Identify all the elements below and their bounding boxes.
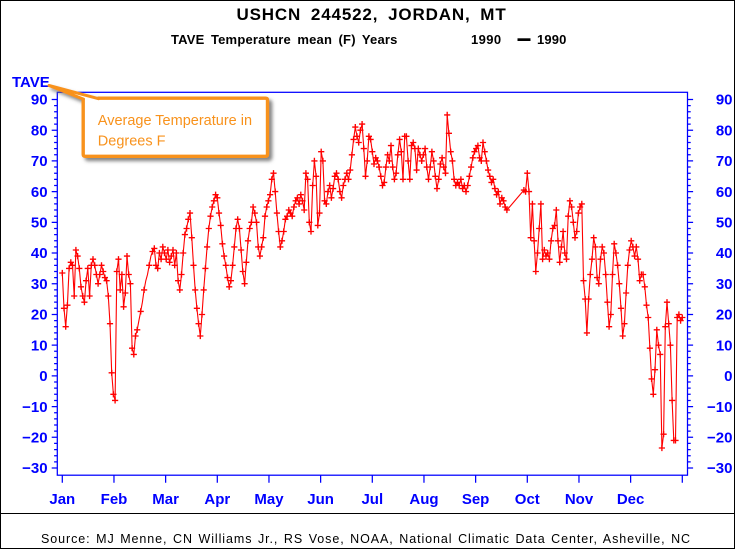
svg-text:Mar: Mar (152, 491, 179, 508)
svg-text:30: 30 (716, 276, 733, 293)
svg-text:40: 40 (716, 245, 733, 262)
svg-text:80: 80 (716, 122, 733, 139)
svg-text:Aug: Aug (409, 491, 438, 508)
svg-text:Jun: Jun (307, 491, 334, 508)
svg-text:1990: 1990 (471, 32, 502, 47)
svg-text:−30: −30 (22, 460, 47, 477)
svg-text:Jul: Jul (361, 491, 383, 508)
svg-text:1990: 1990 (537, 32, 567, 47)
svg-text:50: 50 (31, 215, 48, 232)
svg-text:90: 90 (716, 92, 733, 109)
svg-text:Dec: Dec (617, 491, 645, 508)
svg-text:USHCN 244522, JORDAN, MT: USHCN 244522, JORDAN, MT (236, 5, 506, 24)
svg-text:70: 70 (31, 153, 48, 170)
svg-text:Average Temperature in: Average Temperature in (98, 113, 252, 129)
svg-text:−30: −30 (707, 460, 732, 477)
svg-text:40: 40 (31, 245, 48, 262)
svg-text:Feb: Feb (101, 491, 128, 508)
svg-text:30: 30 (31, 276, 48, 293)
svg-text:Sep: Sep (462, 491, 490, 508)
svg-text:10: 10 (716, 337, 733, 354)
svg-text:May: May (254, 491, 284, 508)
svg-text:−20: −20 (707, 430, 732, 447)
svg-text:TAVE: TAVE (12, 74, 50, 91)
svg-text:Jan: Jan (49, 491, 75, 508)
svg-text:10: 10 (31, 337, 48, 354)
svg-text:50: 50 (716, 215, 733, 232)
svg-text:−10: −10 (22, 399, 47, 416)
svg-text:90: 90 (31, 92, 48, 109)
svg-text:Apr: Apr (204, 491, 230, 508)
svg-text:Oct: Oct (515, 491, 540, 508)
svg-text:0: 0 (724, 368, 732, 385)
svg-text:80: 80 (31, 122, 48, 139)
svg-text:Source: MJ Menne, CN Williams: Source: MJ Menne, CN Williams Jr., RS Vo… (41, 532, 691, 546)
svg-text:−10: −10 (707, 399, 732, 416)
svg-text:−20: −20 (22, 430, 47, 447)
svg-text:Nov: Nov (565, 491, 594, 508)
svg-text:Degrees F: Degrees F (98, 134, 166, 150)
svg-text:70: 70 (716, 153, 733, 170)
svg-text:0: 0 (39, 368, 47, 385)
svg-text:20: 20 (716, 307, 733, 324)
svg-text:20: 20 (31, 307, 48, 324)
svg-text:60: 60 (716, 184, 733, 201)
svg-text:TAVE Temperature mean (F) Year: TAVE Temperature mean (F) Years (171, 32, 398, 47)
svg-text:60: 60 (31, 184, 48, 201)
